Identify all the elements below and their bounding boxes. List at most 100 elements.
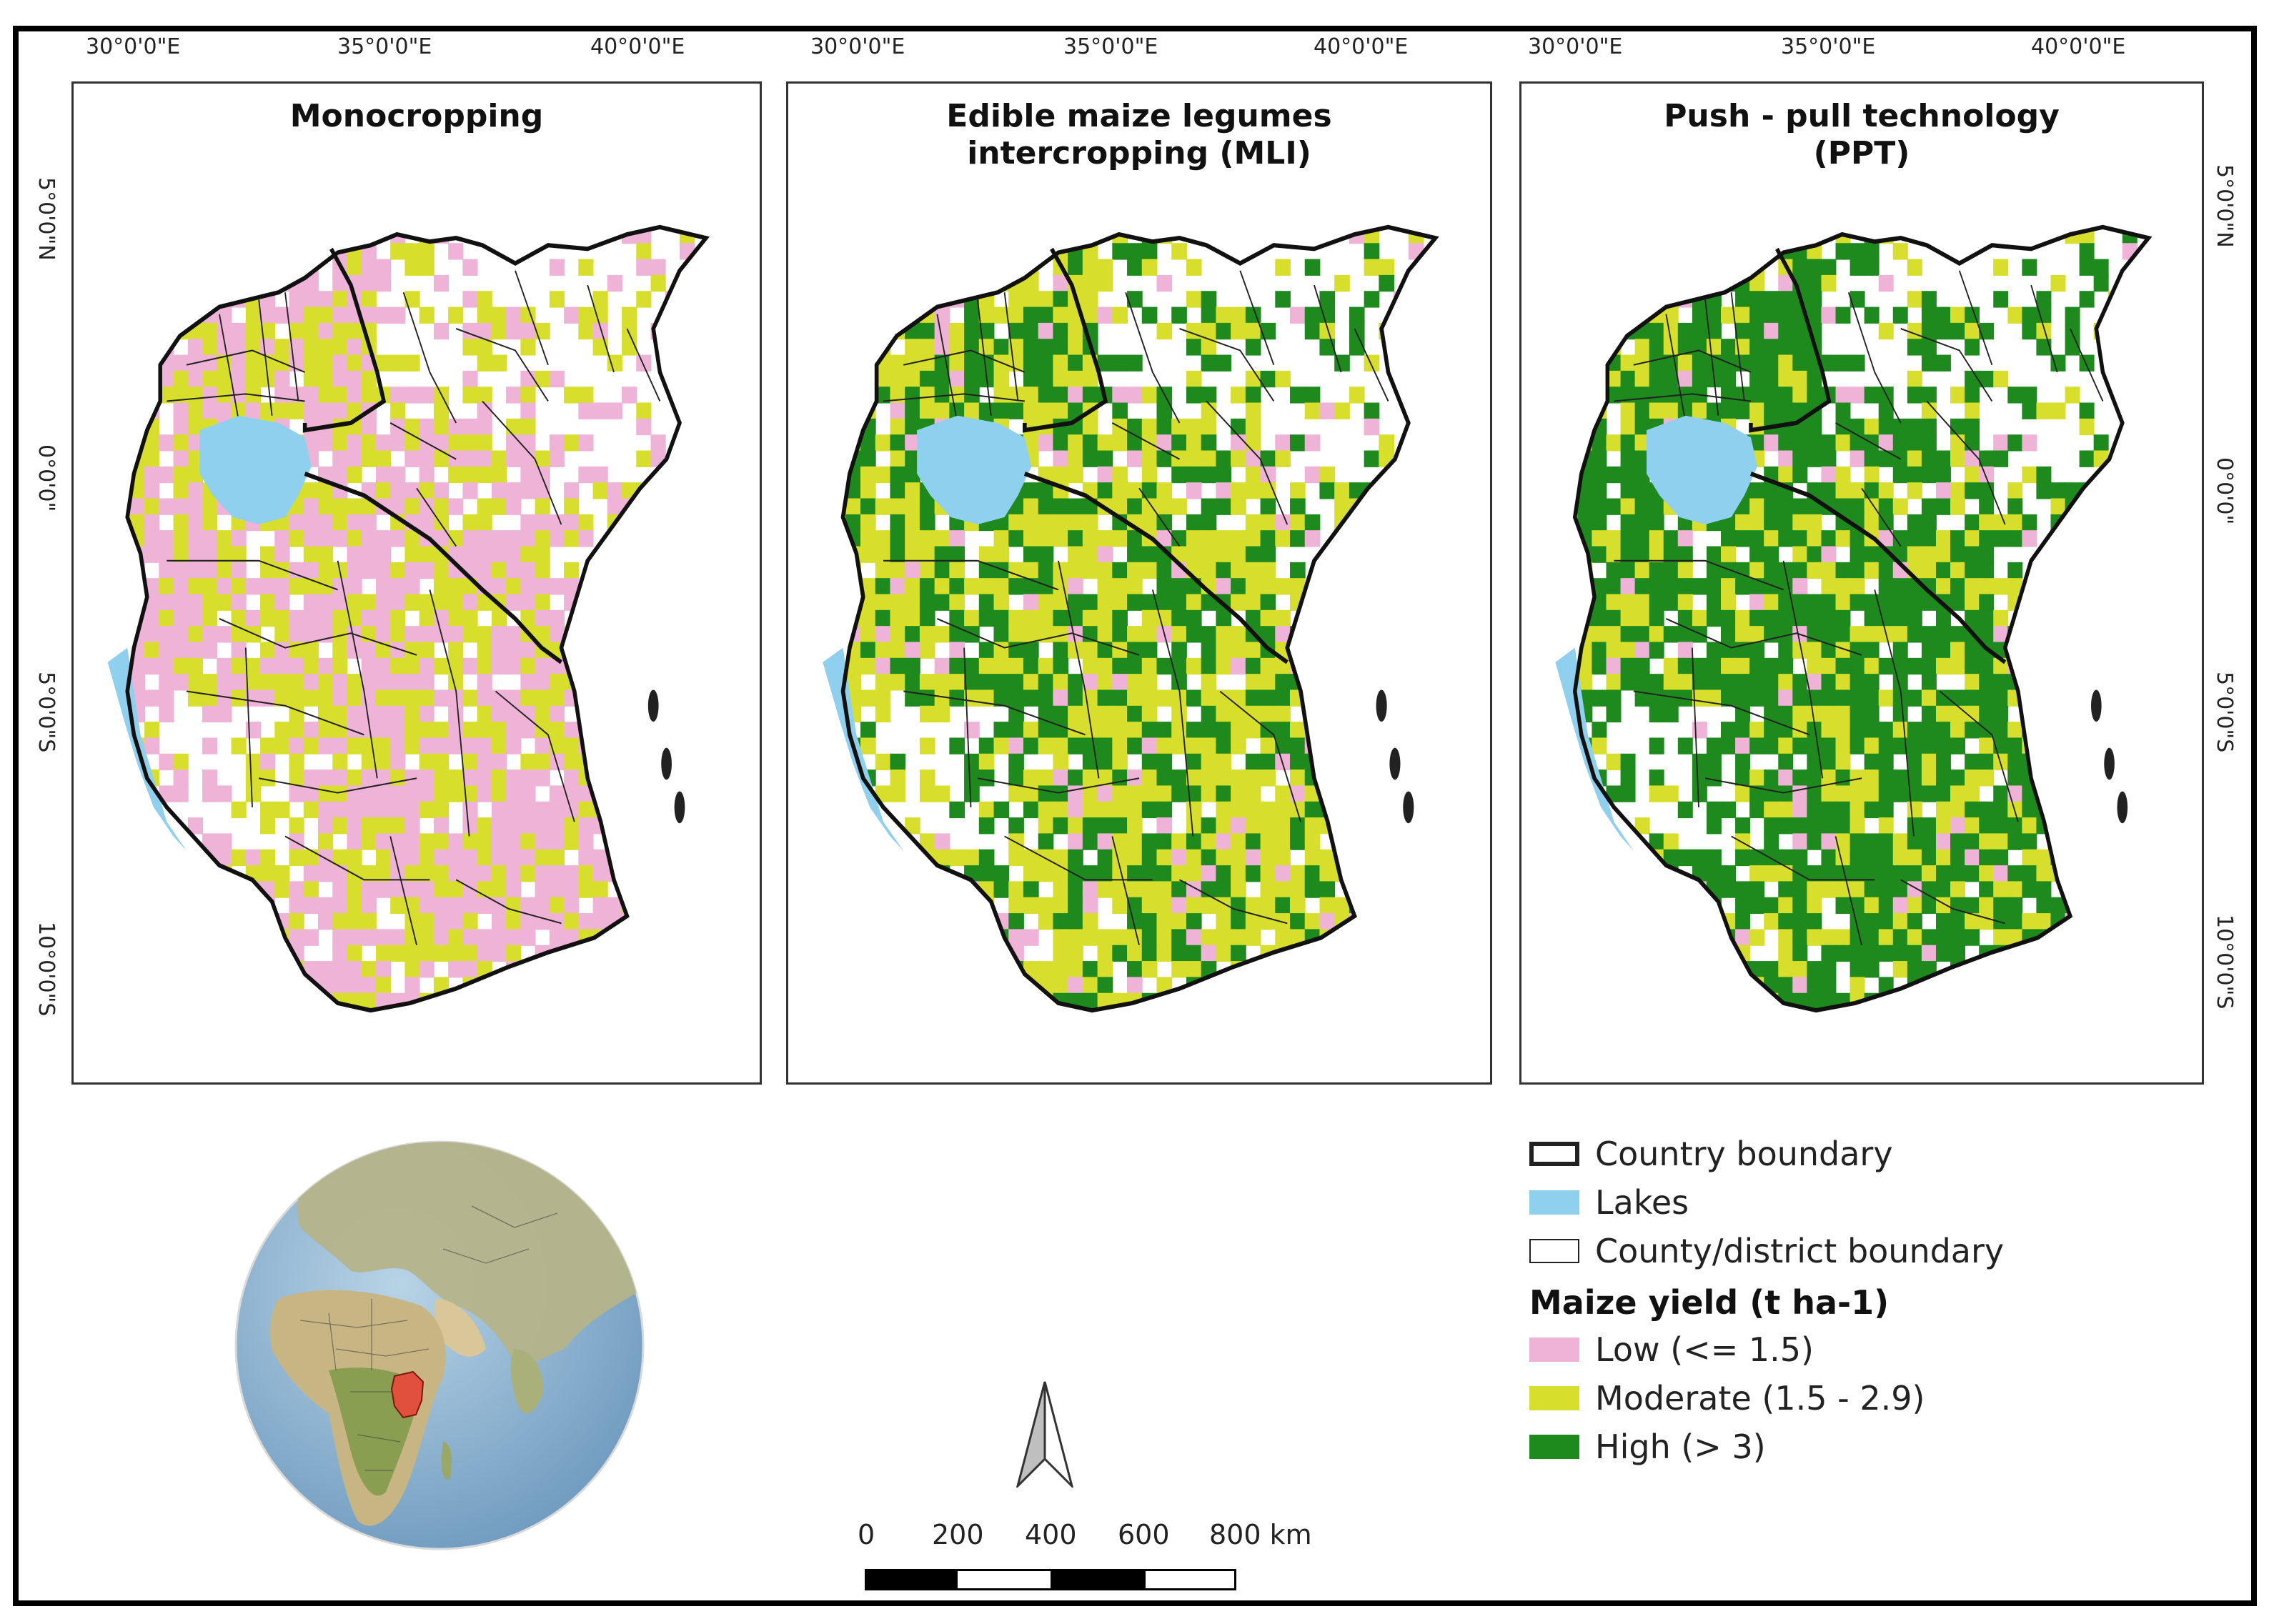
district-boundary xyxy=(1125,292,1181,424)
district-boundary xyxy=(1179,879,1288,925)
district-boundary xyxy=(1354,328,1389,402)
map-panel-mli: Edible maize legumes intercropping (MLI) xyxy=(786,81,1492,1085)
district-boundary xyxy=(2070,328,2104,402)
country-boundary xyxy=(1023,247,1108,433)
district-boundary xyxy=(1003,292,1019,402)
lat-tick: 5°0'0"N xyxy=(34,177,59,261)
lon-tick: 30°0'0"E xyxy=(810,34,905,59)
district-boundary xyxy=(1111,836,1140,946)
district-boundary xyxy=(389,836,417,946)
legend-item-county-boundary: County/district boundary xyxy=(1529,1232,2004,1270)
country-outline xyxy=(1572,224,2153,1013)
lon-tick: 40°0'0"E xyxy=(2031,34,2126,59)
district-boundary xyxy=(167,393,305,402)
legend-swatch xyxy=(1529,1190,1579,1215)
district-boundary xyxy=(1151,589,1194,837)
lon-tick: 30°0'0"E xyxy=(1528,34,1623,59)
district-boundary xyxy=(1058,560,1100,779)
district-boundary xyxy=(1138,487,1181,547)
island xyxy=(1403,791,1414,824)
country-boundary xyxy=(1750,472,2007,664)
island xyxy=(674,791,685,824)
lon-tick: 35°0'0"E xyxy=(1781,34,1876,59)
district-boundary xyxy=(1633,349,1752,373)
lon-tick: 40°0'0"E xyxy=(1314,34,1409,59)
scale-label: 200 xyxy=(932,1519,984,1550)
district-boundary xyxy=(1665,314,1687,424)
district-boundary xyxy=(977,777,1140,794)
island xyxy=(2104,747,2115,780)
district-boundary xyxy=(455,879,562,925)
district-boundary xyxy=(389,422,457,460)
lat-tick: 5°0'0"N xyxy=(2212,164,2237,248)
district-boundary xyxy=(482,400,562,525)
district-boundary xyxy=(402,292,457,424)
district-boundary xyxy=(244,647,253,807)
district-boundary xyxy=(883,559,1059,591)
island xyxy=(2117,791,2128,824)
lat-tick: 0°0'0" xyxy=(34,444,59,512)
country-boundary xyxy=(1023,472,1289,664)
district-boundary xyxy=(587,284,615,373)
lon-tick: 30°0'0"E xyxy=(86,34,181,59)
yield-map xyxy=(823,224,1439,1013)
district-boundary xyxy=(1666,618,1862,656)
legend-swatch xyxy=(1529,1337,1579,1362)
legend-item-country-boundary: Country boundary xyxy=(1529,1135,1893,1173)
north-arrow-icon xyxy=(1016,1381,1074,1488)
district-boundary xyxy=(937,618,1140,656)
country-boundary xyxy=(304,472,562,664)
island xyxy=(647,689,659,722)
yield-map xyxy=(1555,224,2153,1013)
district-boundary xyxy=(284,835,430,881)
district-boundary xyxy=(936,314,958,424)
district-boundary xyxy=(1847,292,1902,424)
country-boundary xyxy=(302,247,387,433)
district-boundary xyxy=(284,292,299,402)
district-boundary xyxy=(1900,879,2005,925)
district-boundary xyxy=(515,270,549,366)
district-boundary xyxy=(903,349,1026,373)
lake xyxy=(917,415,1032,525)
district-boundary xyxy=(259,777,417,794)
district-boundary xyxy=(495,690,575,822)
legend-item-low: Low (<= 1.5) xyxy=(1529,1330,1814,1369)
district-boundary xyxy=(1861,487,1902,547)
legend-item-high: High (> 3) xyxy=(1529,1428,1766,1466)
district-boundary xyxy=(903,690,1086,736)
district-boundary xyxy=(219,618,417,656)
district-boundary xyxy=(883,393,1025,402)
district-boundary xyxy=(1704,777,1862,794)
map-panel-ppt: Push - pull technology (PPT) xyxy=(1519,81,2204,1085)
district-boundary xyxy=(1633,690,1810,736)
district-boundary xyxy=(2030,284,2058,373)
district-boundary xyxy=(337,560,378,779)
lat-tick: 0°0'0" xyxy=(2212,457,2237,525)
legend-item-lakes: Lakes xyxy=(1529,1183,1689,1222)
panel-title: Monocropping xyxy=(289,98,544,134)
district-boundary xyxy=(976,299,992,416)
district-boundary xyxy=(186,690,364,736)
lat-tick: 5°0'0"S xyxy=(2212,672,2237,753)
district-boundary xyxy=(1206,400,1289,525)
legend-yield-heading: Maize yield (t ha-1) xyxy=(1529,1283,1890,1322)
scale-label: 600 xyxy=(1118,1519,1170,1550)
lat-tick: 5°0'0"S xyxy=(34,672,59,753)
district-boundary xyxy=(1782,560,1824,779)
district-boundary xyxy=(167,559,338,591)
lon-tick: 40°0'0"E xyxy=(590,34,685,59)
lake xyxy=(1647,415,1758,525)
district-boundary xyxy=(1239,270,1275,366)
district-boundary xyxy=(1926,400,2006,525)
lat-tick: 10°0'0"S xyxy=(2212,915,2237,1010)
district-boundary xyxy=(416,487,457,547)
legend-item-moderate: Moderate (1.5 - 2.9) xyxy=(1529,1379,1925,1418)
district-boundary xyxy=(1900,328,1993,402)
district-boundary xyxy=(219,314,240,424)
yield-map xyxy=(107,224,710,1013)
scale-bar xyxy=(865,1569,1238,1593)
district-boundary xyxy=(1939,690,2019,822)
lon-tick: 35°0'0"E xyxy=(1063,34,1158,59)
district-boundary xyxy=(1111,422,1180,460)
district-boundary xyxy=(258,299,273,416)
